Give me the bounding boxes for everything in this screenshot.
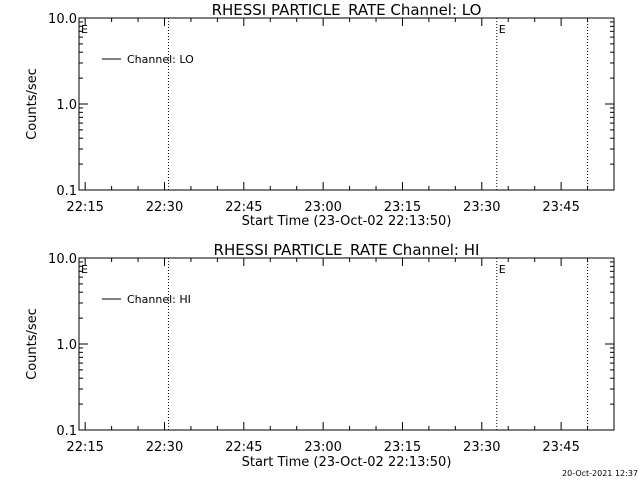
legend-entry: Channel: LO xyxy=(127,53,194,66)
chart-title: RHESSI PARTICLE_RATE Channel: HI xyxy=(214,241,480,260)
chart-panel-1: RHESSI PARTICLE_RATE Channel: LO 22:15 22:… xyxy=(25,1,615,229)
x-tick-label: 23:45 xyxy=(542,440,579,455)
y-tick-label: 10.0 xyxy=(48,252,77,267)
y-tick-label: 0.1 xyxy=(56,184,77,199)
y-tick-label: 1.0 xyxy=(56,98,77,113)
y-tick-label: 10.0 xyxy=(48,12,77,27)
event-marker-label: E xyxy=(499,23,506,36)
x-tick-label: 23:15 xyxy=(384,200,421,215)
x-tick-label: 23:00 xyxy=(304,200,341,215)
x-tick-label: 22:45 xyxy=(225,440,262,455)
x-axis-label: Start Time (23-Oct-02 22:13:50) xyxy=(242,455,452,470)
chart-title: RHESSI PARTICLE_RATE Channel: LO xyxy=(212,1,482,20)
y-axis-label: Counts/sec xyxy=(25,308,40,380)
y-tick-label: 0.1 xyxy=(56,424,77,439)
y-tick-label: 1.0 xyxy=(56,338,77,353)
plot-frame xyxy=(78,257,615,431)
x-tick-label: 23:30 xyxy=(463,200,500,215)
x-tick-label: 22:15 xyxy=(66,200,103,215)
x-tick-label: 23:00 xyxy=(304,440,341,455)
x-tick-label: 22:45 xyxy=(225,200,262,215)
chart-panel-2: RHESSI PARTICLE_RATE Channel: HI 22:15 22:… xyxy=(25,241,615,470)
footer-timestamp: 20-Oct-2021 12:37 xyxy=(562,469,638,478)
x-tick-label: 23:45 xyxy=(542,200,579,215)
plot-frame xyxy=(78,17,615,191)
y-axis-label: Counts/sec xyxy=(25,68,40,140)
x-tick-label: 22:30 xyxy=(146,200,183,215)
x-tick-label: 22:15 xyxy=(66,440,103,455)
x-tick-label: 23:30 xyxy=(463,440,500,455)
x-tick-label: 23:15 xyxy=(384,440,421,455)
event-marker-label: E xyxy=(499,263,506,276)
x-axis-label: Start Time (23-Oct-02 22:13:50) xyxy=(242,214,452,229)
corner-label: E xyxy=(81,23,88,36)
legend-entry: Channel: HI xyxy=(127,293,191,306)
corner-label: E xyxy=(81,263,88,276)
x-tick-label: 22:30 xyxy=(146,440,183,455)
